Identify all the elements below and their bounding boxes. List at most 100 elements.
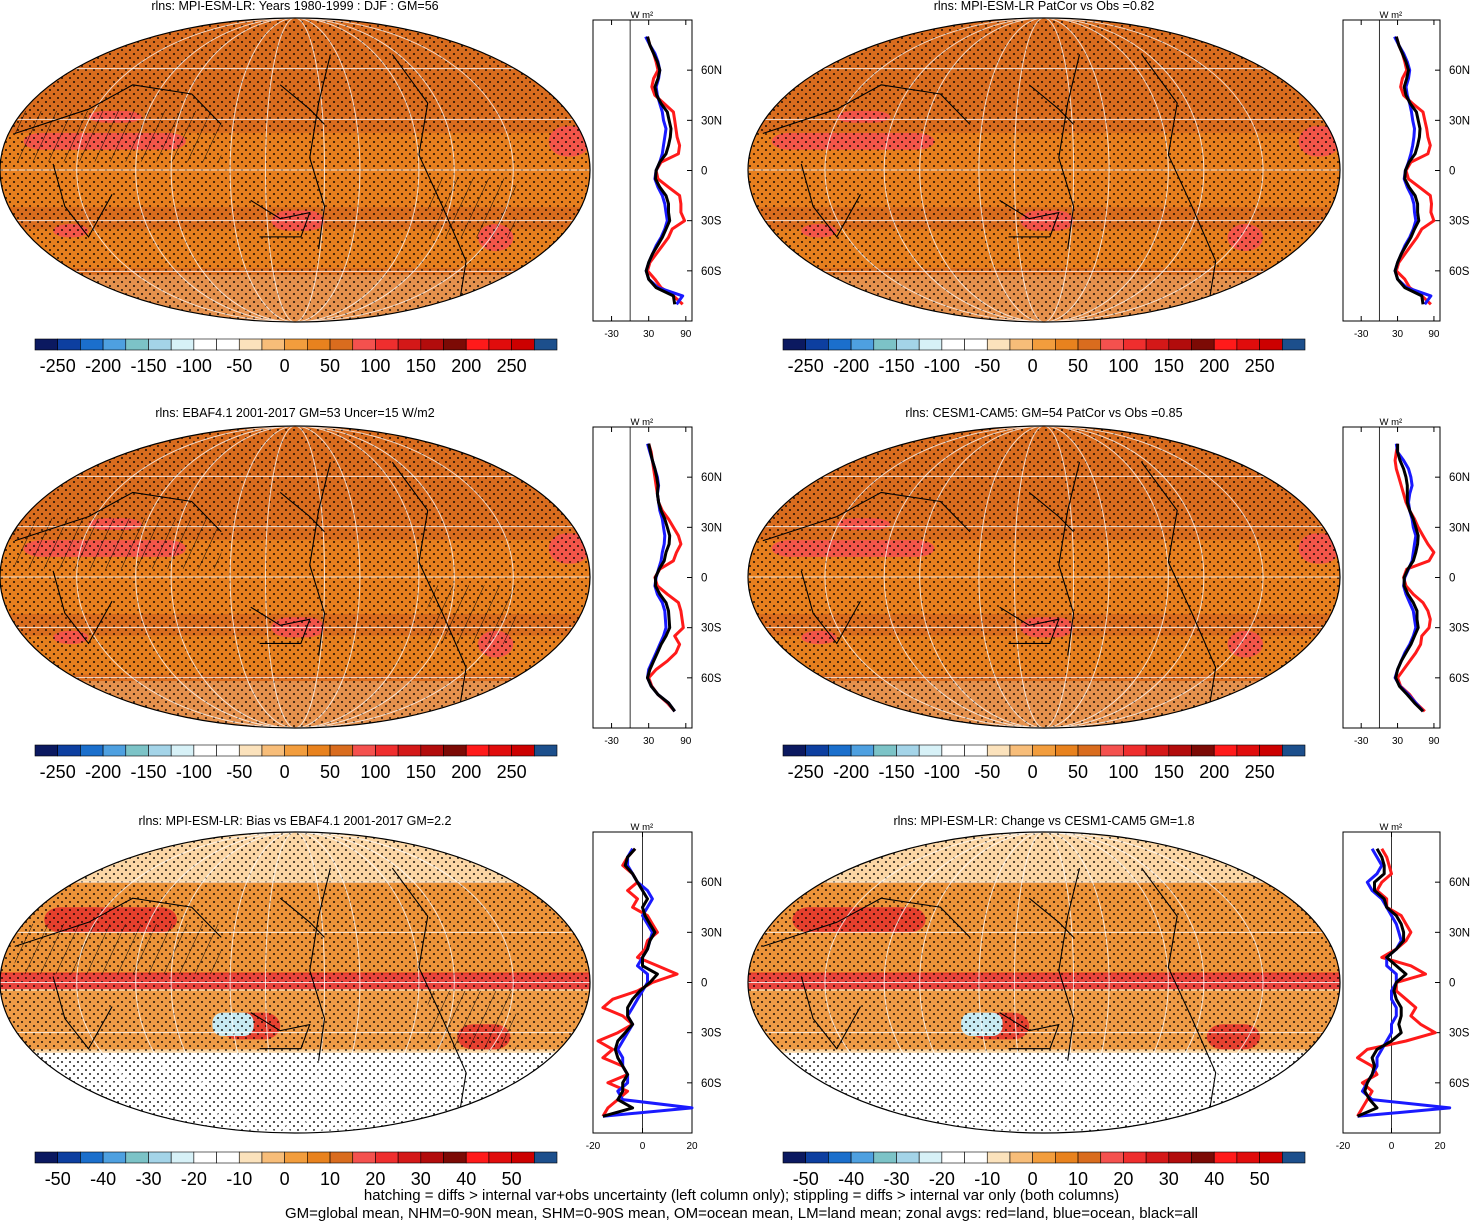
x-tick-label: 90 [680,736,692,747]
coastline [762,84,971,135]
zonal-panel: W m² -30 30 90 60N 30N 0 30S 60S [592,10,722,340]
coastline [800,976,861,1050]
colorbar-swatch [1032,744,1056,757]
meridian-line [229,832,361,1133]
coastline [391,54,467,298]
colorbar-swatch [828,1151,852,1164]
colorbar-swatch [805,338,829,351]
all-line [1394,443,1425,713]
colorbar-swatch [1191,338,1215,351]
lat-label: 60N [1449,65,1470,77]
colorbar-swatch [1009,1151,1033,1164]
footnote-hatching: hatching = diffs > internal var+obs unce… [363,1187,1120,1204]
coastline [52,163,113,238]
meridian-line [919,426,1169,728]
coastline [14,491,222,542]
coastline [250,1012,311,1050]
zonal-unit-label: W m² [631,822,654,833]
meridian-line [1013,426,1075,728]
colorbar-label: 250 [497,356,527,376]
colorbar-label: -150 [130,762,166,782]
map-outline [0,425,591,729]
colorbar-swatch [873,338,897,351]
colorbar-label: 50 [1250,1169,1270,1189]
colorbar-label: 100 [360,356,390,376]
zonal-panel: W m² -30 30 90 60N 30N 0 30S 60S [1342,10,1470,340]
map-panels: rlns: MPI-ESM-LR: Years 1980-1999 : DJF … [0,0,1341,1134]
colorbar-swatch [1259,338,1283,351]
map-panel: rlns: MPI-ESM-LR: Change vs CESM1-CAM5 G… [747,814,1341,1134]
coastline [1028,492,1074,533]
meridian-line [229,18,361,322]
colorbar-swatch [102,744,127,757]
colorbar-swatch [465,1151,490,1164]
lat-label: 30N [1449,927,1470,939]
colorbar: -250 -200 -150 -100 -50 0 50 100 150 200 250 [782,338,1306,376]
map-field [748,832,1340,1133]
coastline [1058,462,1081,656]
colorbar-label: 50 [1068,356,1088,376]
all-line [1393,36,1425,305]
colorbar-label: 0 [1028,1169,1038,1189]
colorbar-label: -150 [878,356,914,376]
lat-label: 0 [1449,166,1455,178]
colorbar-swatch [873,744,897,757]
lat-label: 60S [701,266,722,278]
map-outline [747,425,1341,729]
meridian-line [265,832,325,1133]
zonal-frame [592,426,693,729]
colorbar-label: 200 [451,762,481,782]
colorbar-swatch [397,1151,422,1164]
colorbar-swatch [284,338,308,351]
colorbar-label: -200 [85,356,121,376]
colorbar-swatch [170,1151,195,1164]
colorbar-swatch [80,1151,104,1164]
panel-title: rlns: CESM1-CAM5: GM=54 PatCor vs Obs =0… [905,406,1182,420]
meridian-line [978,426,1110,728]
zonal-frame [592,19,693,322]
colorbar-label: -50 [974,762,1000,782]
colorbar-label: -250 [40,356,76,376]
map-panel: rlns: MPI-ESM-LR PatCor vs Obs =0.82 [747,0,1341,323]
colorbar-swatch [375,744,399,757]
colorbar-swatch [534,744,558,757]
colorbar: -50 -40 -30 -20 -10 0 10 20 30 40 50 [782,1151,1306,1189]
colorbar-label: 40 [1204,1169,1224,1189]
zonal-unit-label: W m² [631,417,654,428]
colorbar-swatch [488,338,512,351]
colorbar-label: -150 [878,762,914,782]
colorbars: -250 -200 -150 -100 -50 0 50 100 150 200 250 -250 -2… [34,338,1306,1189]
colorbar-swatch [1236,1151,1260,1164]
colorbar-label: -250 [788,762,824,782]
lat-label: 60N [701,472,722,484]
meridian-line [883,832,1205,1133]
coastline [391,461,467,704]
meridian-line [919,18,1169,322]
colorbar-label: -50 [226,356,252,376]
coastline [1028,897,1074,938]
colorbar-swatch [34,1151,58,1164]
colorbar-swatch [511,744,535,757]
colorbar-swatch [170,338,195,351]
colorbar-swatch [420,744,444,757]
colorbar-label: 250 [1245,762,1275,782]
colorbar-swatch [1055,744,1079,757]
lat-label: 60S [701,1078,722,1090]
coastline [309,462,331,656]
colorbar-swatch [465,744,490,757]
x-tick-label: 0 [640,1141,646,1152]
colorbar-swatch [805,1151,829,1164]
lat-label: 0 [701,978,707,990]
meridian-line [978,18,1110,322]
zonal-frame [1342,19,1441,322]
all-line [1356,847,1408,1118]
colorbar-swatch [125,744,149,757]
meridian-line [1013,18,1075,322]
colorbar-swatch [534,338,558,351]
coastline [1058,867,1081,1061]
colorbar-label: 0 [280,1169,290,1189]
x-tick-label: -20 [1336,1141,1351,1152]
colorbar-swatch [1123,338,1147,351]
colorbar-swatch [1282,338,1306,351]
lat-label: 30S [701,1028,722,1040]
